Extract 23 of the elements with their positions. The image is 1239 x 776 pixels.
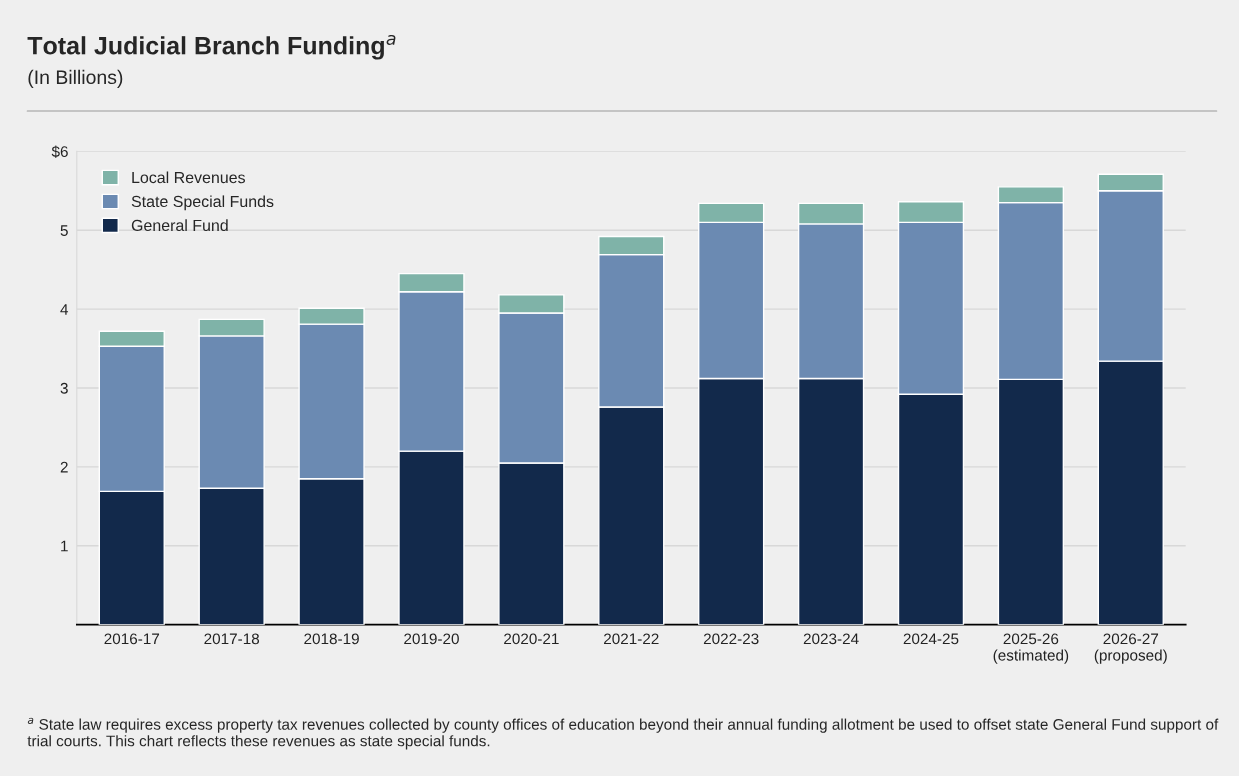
- x-tick-label: 2018-19: [304, 633, 359, 645]
- y-tick-label: 3: [60, 382, 68, 394]
- y-tick-label: 5: [60, 225, 68, 236]
- legend-label: General Fund: [131, 219, 228, 232]
- x-tick-label: 2019-20: [404, 633, 459, 645]
- y-tick-label: $6: [51, 145, 68, 158]
- chart-subtitle: (In Billions): [28, 69, 123, 88]
- text: $^{a}$ State law requires excess property tax revenues collected by county offices of education beyond their annual funding allotment be used to offset state General Fund support of trial courts. This chart reflects these revenues as state special funds.: [27, 717, 1219, 750]
- legend-label: Local Revenues: [132, 171, 245, 184]
- x-tick-label: 2022-23: [703, 633, 759, 645]
- legend-label: State Special Funds: [131, 195, 274, 211]
- x-tick-label: 2016-17: [104, 633, 160, 645]
- x-tick-label: 2020-21: [504, 633, 559, 645]
- y-tick-label: 4: [60, 304, 69, 315]
- y-tick-label: 2: [60, 461, 68, 473]
- x-tick-label: 2023-24: [803, 633, 859, 645]
- chart-title: Total Judicial Branch Funding$^{a}$: [27, 34, 396, 60]
- x-tick-label: 2024-25: [903, 633, 959, 645]
- y-tick-label: 1: [61, 540, 68, 552]
- x-tick-label: 2025-26 (estimated): [993, 633, 1069, 664]
- x-tick-label: 2026-27 (proposed): [1094, 633, 1167, 664]
- x-tick-label: 2017-18: [204, 633, 260, 645]
- x-tick-label: 2021-22: [604, 633, 659, 645]
